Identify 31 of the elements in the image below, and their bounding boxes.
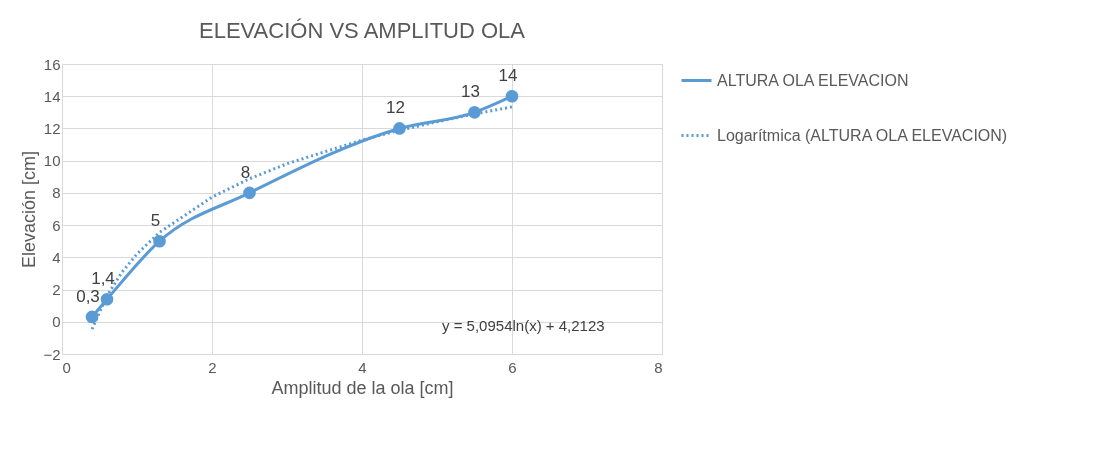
y-tick-label: 12 — [43, 119, 61, 137]
y-tick-label: −2 — [43, 345, 61, 363]
y-tick-label: 16 — [43, 55, 61, 73]
annotation: y = 5,0954ln(x) + 4,2123 — [442, 317, 605, 334]
data-label: 5 — [150, 211, 161, 231]
chart-title: ELEVACIÓN VS AMPLITUD OLA — [198, 18, 526, 43]
data-label: 1,4 — [91, 269, 115, 289]
y-tick-label: 14 — [43, 87, 61, 105]
x-tick-label: 4 — [358, 358, 367, 376]
legend-label: Logarítmica (ALTURA OLA ELEVACION) — [717, 126, 1008, 144]
x-axis-title: Amplitud de la ola [cm] — [271, 377, 454, 398]
y-tick-label: 4 — [52, 248, 61, 266]
y-tick-label: 8 — [52, 184, 61, 202]
point — [505, 89, 519, 103]
y-axis-title: Elevación [cm] — [19, 150, 40, 269]
data-label: 13 — [461, 82, 480, 102]
y-tick-label: 0 — [52, 313, 61, 331]
x-tick-label: 2 — [208, 358, 217, 376]
data-label: 0,3 — [76, 286, 100, 306]
y-tick-label: 10 — [43, 152, 61, 170]
y-tick-label: 2 — [52, 281, 61, 299]
x-tick-label: 8 — [654, 358, 663, 376]
data-label: 12 — [386, 98, 405, 118]
legend-label: ALTURA OLA ELEVACION — [717, 71, 909, 89]
data-label: 8 — [240, 162, 251, 182]
y-tick-label: 6 — [52, 216, 61, 234]
point — [85, 310, 99, 324]
point — [153, 234, 166, 248]
point — [243, 186, 256, 200]
x-tick-label: 6 — [508, 358, 517, 376]
data-label: 14 — [498, 66, 518, 86]
